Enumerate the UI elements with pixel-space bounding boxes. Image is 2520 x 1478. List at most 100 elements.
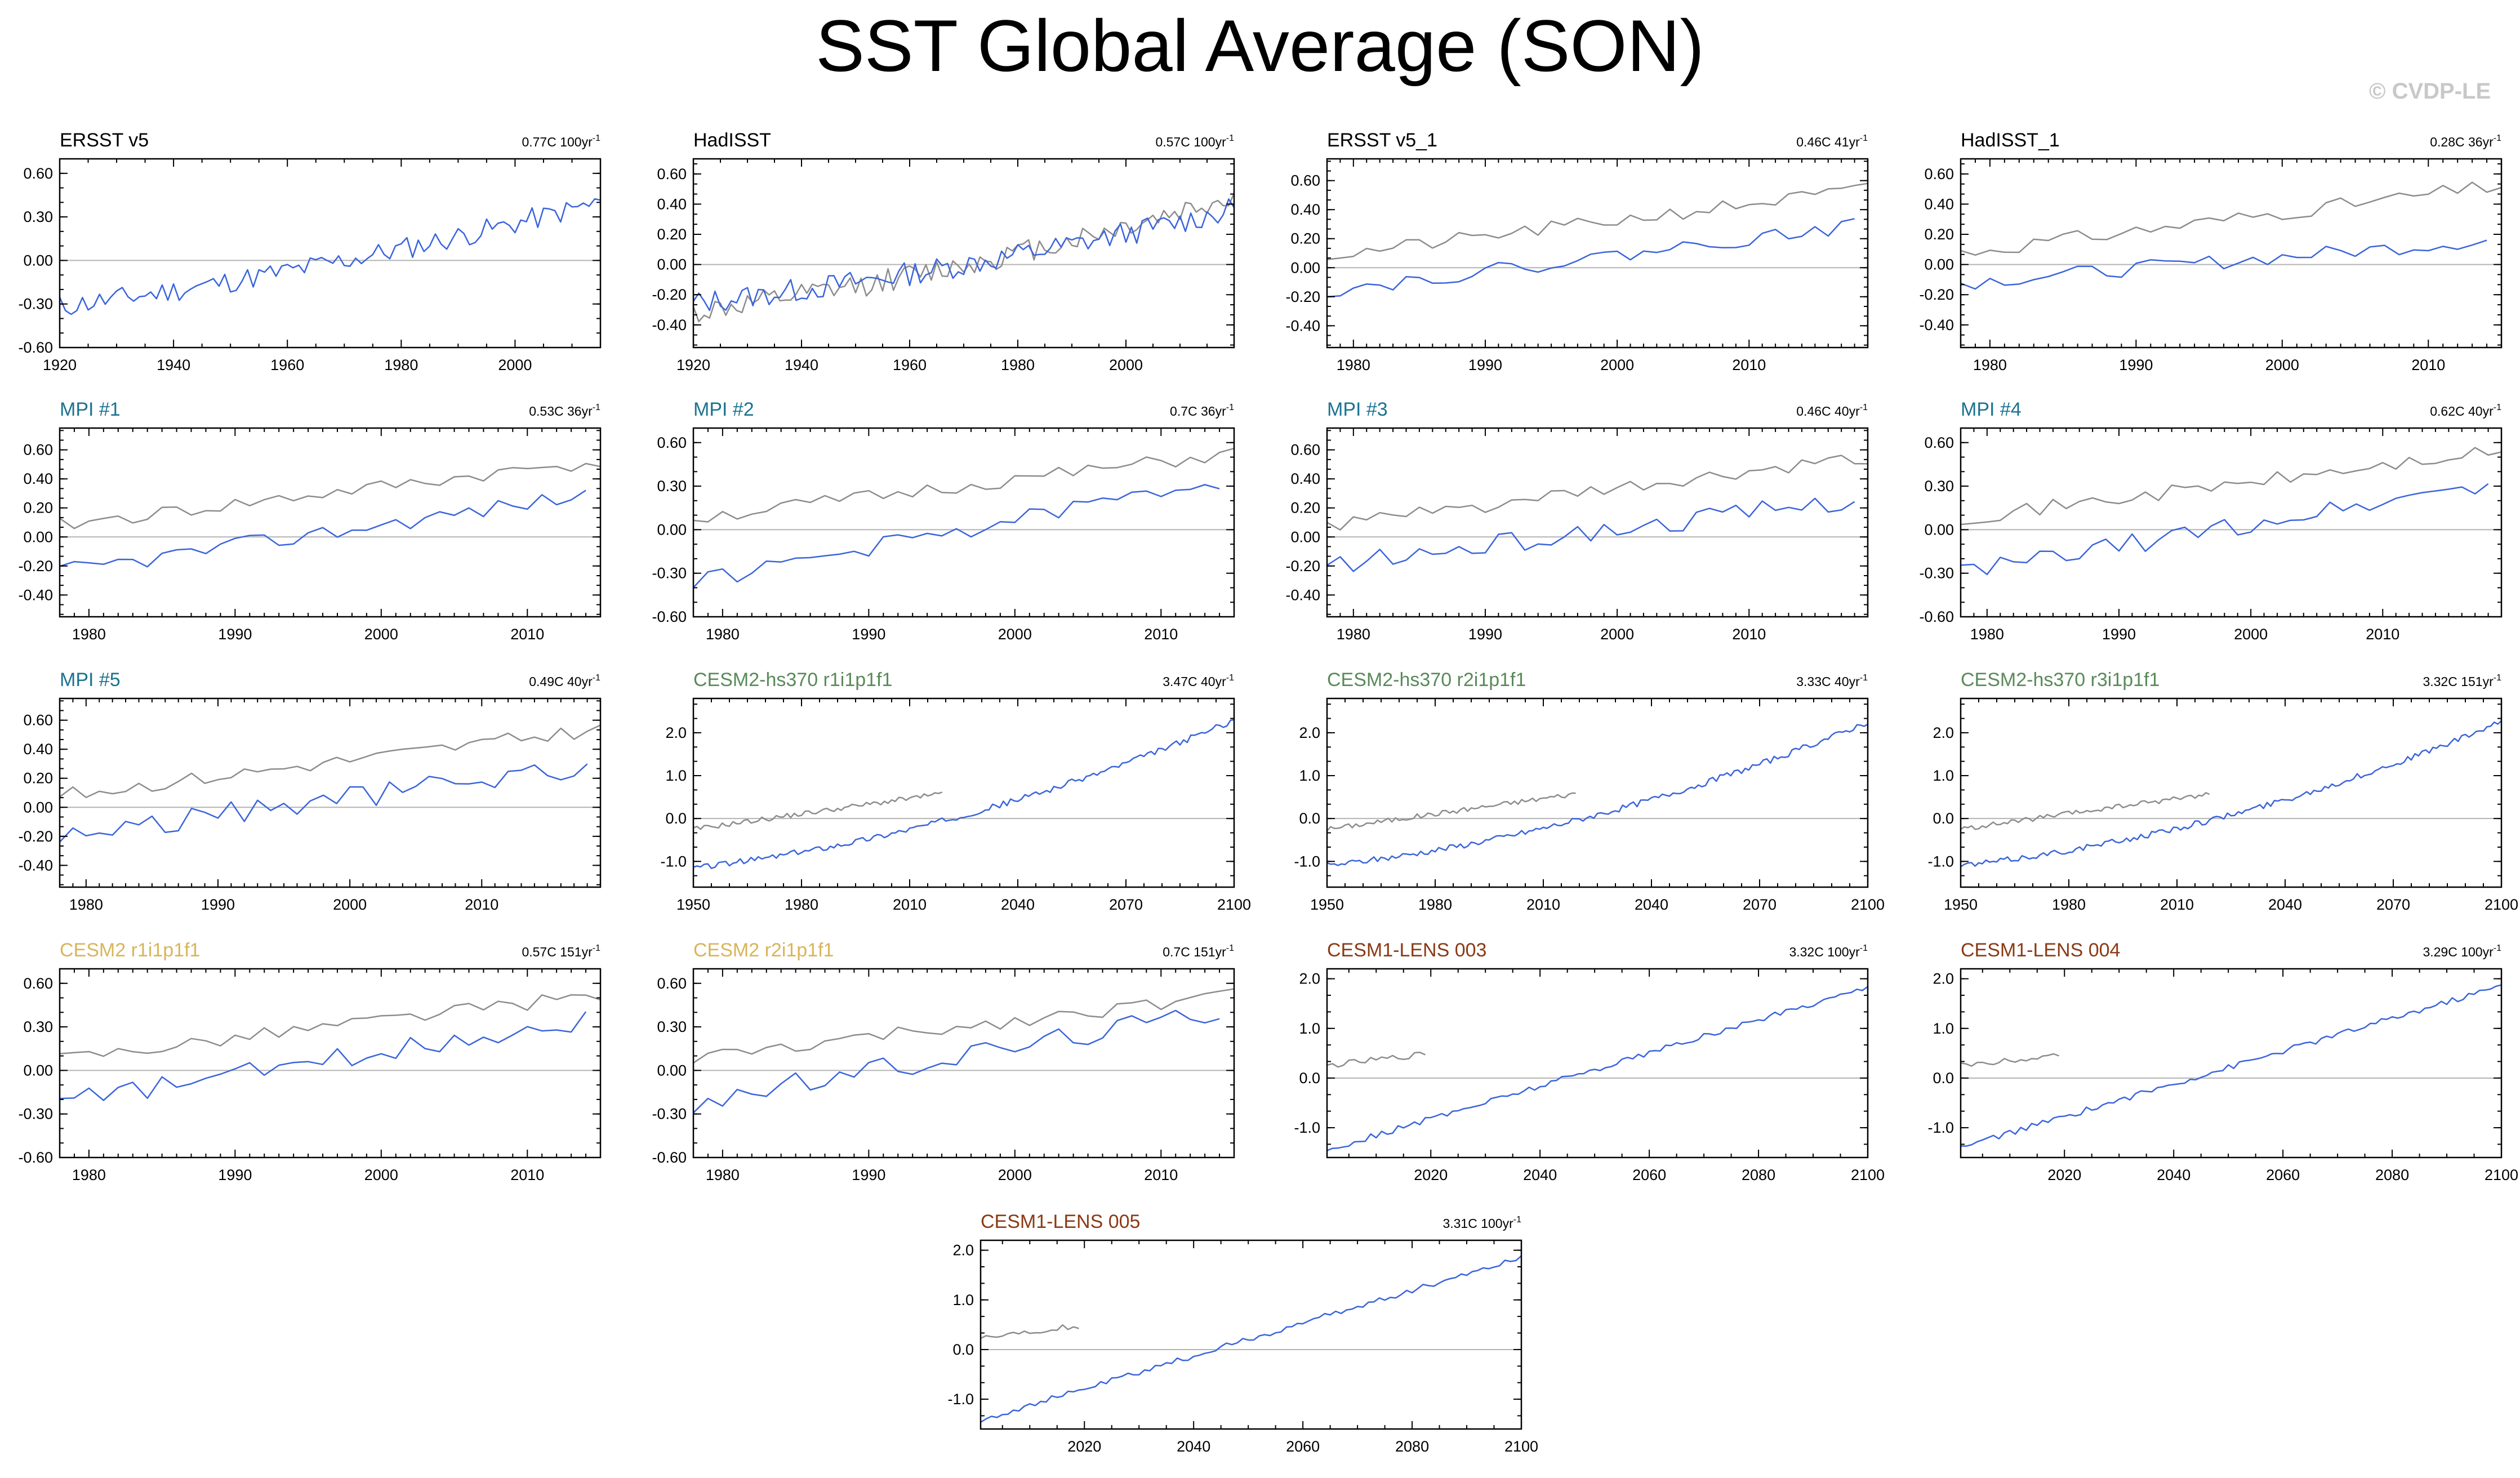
y-tick-label: 0.40 bbox=[657, 195, 687, 212]
trend-label: 0.46C 40yr-1 bbox=[1796, 403, 1868, 419]
x-tick-label: 2010 bbox=[893, 896, 927, 911]
x-tick-label: 1960 bbox=[893, 357, 927, 372]
series-line-ersst-v5 bbox=[1960, 792, 2210, 830]
x-tick-label: 1980 bbox=[1337, 357, 1370, 372]
chart-title: ERSST v5 bbox=[60, 130, 149, 151]
panel-hadisst: HadISST 0.57C 100yr-1 1920 1940 1960 1980 2000… bbox=[645, 113, 1256, 375]
trend-exponent: -1 bbox=[1860, 403, 1868, 412]
y-tick-label: 0.60 bbox=[23, 712, 53, 729]
y-tick-label: 0.30 bbox=[1924, 478, 1954, 495]
series-line-cesm2-r2i1p1f1 bbox=[693, 1009, 1220, 1114]
y-tick-label: 0.0 bbox=[1933, 810, 1954, 827]
y-tick-label: 2.0 bbox=[1299, 724, 1320, 741]
series-line-ersst-v5 bbox=[693, 447, 1235, 523]
plot-frame bbox=[1326, 697, 1869, 888]
y-tick-label: -1.0 bbox=[1927, 1119, 1954, 1136]
plot-frame bbox=[59, 158, 602, 349]
x-tick-label: 2010 bbox=[2411, 357, 2445, 372]
trend-exponent: -1 bbox=[1226, 133, 1234, 143]
x-tick-label: 2020 bbox=[1414, 1167, 1448, 1182]
chart-title: CESM1-LENS 005 bbox=[981, 1211, 1140, 1232]
x-tick-label: 2010 bbox=[1526, 896, 1560, 911]
x-tick-label: 2040 bbox=[1523, 1167, 1557, 1182]
y-tick-label: 0.00 bbox=[657, 1062, 687, 1079]
panel-ersst-v5-1: ERSST v5_1 0.46C 41yr-1 1980 1990 2000 2010 -0… bbox=[1279, 113, 1890, 375]
y-tick-label: 0.60 bbox=[1290, 172, 1320, 189]
y-tick-label: -0.60 bbox=[18, 1149, 53, 1166]
x-tick-label: 2040 bbox=[1001, 896, 1035, 911]
panel-cesm2-hs370-r1: CESM2-hs370 r1i1p1f1 3.47C 40yr-1 1950 1980… bbox=[645, 652, 1256, 914]
series-line-cesm2-r1i1p1f1 bbox=[59, 1011, 587, 1101]
panel-mpi-4: MPI #4 0.62C 40yr-1 1980 1990 2000 2010 -0.60 -… bbox=[1912, 382, 2520, 644]
trend-exponent: -1 bbox=[1513, 1215, 1521, 1225]
y-tick-label: 0.00 bbox=[1924, 256, 1954, 273]
chart-title: CESM1-LENS 003 bbox=[1327, 940, 1486, 961]
x-tick-label: 2000 bbox=[2234, 626, 2268, 641]
y-tick-label: -0.30 bbox=[652, 1106, 687, 1123]
x-tick-label: 1990 bbox=[1468, 626, 1502, 641]
x-tick-label: 2040 bbox=[2268, 896, 2302, 911]
y-tick-label: 0.00 bbox=[657, 256, 687, 273]
x-tick-label: 1950 bbox=[1944, 896, 1978, 911]
x-tick-label: 1980 bbox=[706, 626, 740, 641]
trend-label: 0.62C 40yr-1 bbox=[2430, 403, 2501, 419]
x-tick-label: 2100 bbox=[2485, 1167, 2518, 1182]
y-tick-label: 0.30 bbox=[23, 1018, 53, 1035]
y-tick-label: -0.30 bbox=[1919, 565, 1954, 582]
panel-ersst-v5: ERSST v5 0.77C 100yr-1 1920 1940 1960 1980 200… bbox=[11, 113, 622, 375]
x-tick-label: 2000 bbox=[1600, 626, 1634, 641]
series-line-ersst-v5 bbox=[693, 988, 1235, 1064]
x-tick-label: 2060 bbox=[2266, 1167, 2300, 1182]
y-tick-label: 0.40 bbox=[23, 741, 53, 758]
y-tick-label: 0.00 bbox=[23, 1062, 53, 1079]
x-tick-label: 1980 bbox=[1970, 626, 2004, 641]
trend-exponent: -1 bbox=[593, 673, 600, 683]
trend-label: 3.32C 151yr-1 bbox=[2423, 673, 2501, 689]
panel-mpi-3: MPI #3 0.46C 40yr-1 1980 1990 2000 2010 -0.40 -… bbox=[1279, 382, 1890, 644]
chart-svg: CESM2-hs370 r2i1p1f1 3.33C 40yr-1 1950 1980… bbox=[1294, 669, 1885, 913]
y-tick-label: 0.60 bbox=[23, 975, 53, 992]
y-tick-label: -0.60 bbox=[652, 608, 687, 625]
x-tick-label: 1980 bbox=[1001, 357, 1035, 372]
panel-mpi-2: MPI #2 0.7C 36yr-1 1980 1990 2000 2010 -0.60 -0… bbox=[645, 382, 1256, 644]
y-tick-label: -1.0 bbox=[660, 853, 687, 870]
x-tick-label: 2010 bbox=[2366, 626, 2399, 641]
y-tick-label: 0.40 bbox=[23, 470, 53, 487]
x-tick-label: 1980 bbox=[384, 357, 418, 372]
plot-frame bbox=[59, 427, 602, 618]
y-tick-label: -0.20 bbox=[18, 558, 53, 575]
y-tick-label: -0.40 bbox=[1285, 586, 1320, 603]
panel-mpi-5: MPI #5 0.49C 40yr-1 1980 1990 2000 2010 -0.40 -… bbox=[11, 652, 622, 914]
x-tick-label: 2010 bbox=[465, 896, 498, 911]
trend-label: 0.46C 41yr-1 bbox=[1796, 133, 1868, 149]
chart-title: MPI #3 bbox=[1327, 399, 1388, 420]
y-tick-label: -0.60 bbox=[1919, 608, 1954, 625]
plot-frame bbox=[692, 427, 1235, 618]
trend-label: 0.53C 36yr-1 bbox=[529, 403, 600, 419]
x-tick-label: 2010 bbox=[510, 1167, 544, 1182]
x-tick-label: 2010 bbox=[1732, 357, 1766, 372]
y-tick-label: 0.60 bbox=[23, 165, 53, 182]
y-tick-label: 0.20 bbox=[23, 770, 53, 787]
x-tick-label: 1920 bbox=[676, 357, 710, 372]
y-tick-label: 0.60 bbox=[657, 166, 687, 182]
y-tick-label: 2.0 bbox=[1933, 724, 1954, 741]
plot-frame bbox=[1960, 427, 2503, 618]
plot-frame bbox=[59, 968, 602, 1159]
chart-svg: MPI #2 0.7C 36yr-1 1980 1990 2000 2010 -0.60 -0… bbox=[652, 399, 1235, 643]
y-tick-label: 0.20 bbox=[23, 500, 53, 517]
chart-svg: CESM1-LENS 003 3.32C 100yr-1 2020 2040 2060 2… bbox=[1294, 940, 1885, 1183]
x-tick-label: 1990 bbox=[1468, 357, 1502, 372]
panel-cesm1-lens-005: CESM1-LENS 005 3.31C 100yr-1 2020 2040 2060 2… bbox=[932, 1194, 1543, 1456]
series-line-hadisst bbox=[692, 198, 1235, 311]
y-tick-label: 0.00 bbox=[1924, 521, 1954, 538]
x-tick-label: 1980 bbox=[1418, 896, 1452, 911]
chart-svg: MPI #5 0.49C 40yr-1 1980 1990 2000 2010 -0.40 -… bbox=[18, 669, 602, 913]
x-tick-label: 1980 bbox=[785, 896, 818, 911]
trend-exponent: -1 bbox=[1860, 673, 1868, 683]
series-line-ersst-v5-1 bbox=[1326, 218, 1855, 298]
y-tick-label: 1.0 bbox=[1933, 1020, 1954, 1037]
x-tick-label: 2000 bbox=[333, 896, 367, 911]
x-tick-label: 1940 bbox=[157, 357, 190, 372]
x-tick-label: 1980 bbox=[72, 1167, 106, 1182]
